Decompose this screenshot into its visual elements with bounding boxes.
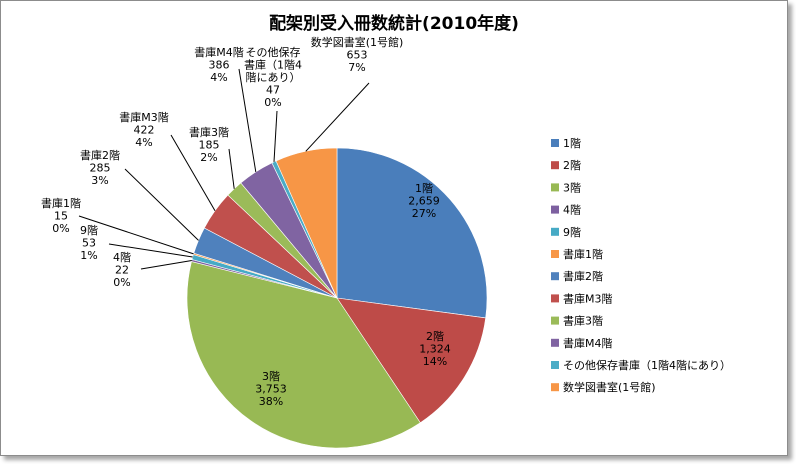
- legend-label-11: その他保存書庫（1階4階にあり）: [563, 358, 731, 372]
- legend-swatch-2: [551, 161, 559, 170]
- legend-swatch-12: [551, 383, 559, 392]
- data-label-1-line-3: 27%: [412, 207, 436, 220]
- data-labels: 1階2,65927%2階1,32414%3階3,75338%4階220%9階53…: [41, 35, 451, 408]
- legend-label-10: 書庫M4階: [563, 336, 613, 350]
- data-label-5-line-3: 1%: [80, 249, 97, 262]
- legend: 1階 2階 3階 4階 9階書庫1階書庫2階書庫M3階書庫3階書庫M4階その他保存書庫（…: [551, 136, 731, 394]
- data-label-9-line-1: 書庫3階: [189, 125, 229, 139]
- data-label-3-line-3: 38%: [259, 395, 283, 408]
- leader-line-8: [170, 134, 216, 211]
- legend-swatch-8: [551, 294, 559, 303]
- legend-label-6: 書庫1階: [563, 247, 603, 261]
- data-label-4-line-3: 0%: [113, 276, 130, 289]
- legend-swatch-1: [551, 139, 559, 147]
- legend-swatch-10: [551, 338, 559, 347]
- pie-chart: 配架別受入冊数統計(2010年度) 1階2,65927%2階1,32414%3階…: [41, 13, 731, 449]
- data-label-2-line-3: 14%: [423, 355, 447, 368]
- leader-line-4: [140, 260, 192, 270]
- leader-line-9: [228, 148, 235, 189]
- data-label-12-line-2: 653: [347, 49, 368, 62]
- data-label-10-line-2: 386: [209, 59, 230, 72]
- data-label-8-line-1: 書庫M3階: [119, 110, 169, 124]
- data-label-12-line-3: 7%: [348, 61, 365, 74]
- chart-title: 配架別受入冊数統計(2010年度): [269, 13, 519, 34]
- chart-frame: 配架別受入冊数統計(2010年度) 1階 2,659 27% 2階 1,324 14% 3階…: [0, 0, 788, 456]
- data-label-3-line-2: 3,753: [255, 383, 287, 396]
- leader-line-6: [78, 215, 194, 255]
- leader-lines: [78, 68, 370, 270]
- data-label-5-line-2: 53: [82, 237, 96, 250]
- leader-line-10: [238, 68, 257, 172]
- data-label-7-line-2: 285: [90, 162, 111, 175]
- data-label-8-line-3: 4%: [135, 136, 152, 149]
- data-label-2-line-2: 1,324: [419, 343, 451, 356]
- legend-swatch-11: [551, 361, 559, 369]
- data-label-10-line-3: 4%: [210, 71, 227, 84]
- legend-label-9: 書庫3階: [563, 314, 603, 328]
- data-label-8-line-2: 422: [134, 124, 155, 137]
- data-label-7-line-3: 3%: [91, 174, 108, 187]
- legend-label-1: 1階: [563, 136, 581, 150]
- pie-slices: [186, 147, 488, 449]
- data-label-5-line-1: 9階: [80, 223, 98, 237]
- legend-swatch-9: [551, 316, 559, 325]
- legend-label-12: 数学図書室(1号館): [563, 380, 656, 394]
- data-label-11-line-2: 書庫（1階4: [244, 58, 302, 72]
- data-label-3-line-1: 3階: [262, 369, 280, 383]
- leader-line-7: [124, 168, 199, 241]
- data-label-6-line-2: 15: [54, 210, 68, 223]
- data-label-6-line-3: 0%: [52, 222, 69, 235]
- legend-label-8: 書庫M3階: [563, 291, 613, 305]
- data-label-1-line-1: 1階: [415, 181, 433, 195]
- data-label-4-line-2: 22: [115, 264, 129, 277]
- legend-label-5: 9階: [563, 225, 581, 239]
- legend-label-7: 書庫2階: [563, 269, 603, 283]
- legend-swatch-4: [551, 205, 559, 214]
- data-label-6-line-1: 書庫1階: [41, 196, 81, 210]
- leader-line-5: [108, 243, 193, 258]
- data-label-7-line-1: 書庫2階: [80, 148, 120, 162]
- pie-slice-1: [336, 147, 488, 319]
- data-label-4-line-1: 4階: [113, 250, 131, 264]
- legend-swatch-3: [551, 183, 559, 192]
- data-label-11-line-4: 47: [266, 84, 280, 97]
- data-label-10-line-1: 書庫M4階: [194, 45, 244, 59]
- pie-slice-3: [186, 261, 421, 449]
- data-label-12-line-1: 数学図書室(1号館): [311, 35, 404, 49]
- legend-swatch-5: [551, 227, 559, 236]
- leader-line-12: [305, 82, 370, 152]
- leader-line-11: [273, 110, 278, 162]
- data-label-9-line-3: 2%: [200, 151, 217, 164]
- data-label-11-line-5: 0%: [264, 96, 281, 109]
- legend-label-4: 4階: [563, 203, 581, 217]
- data-label-9-line-2: 185: [199, 139, 220, 152]
- legend-swatch-6: [551, 250, 559, 258]
- data-label-11-line-1: その他保存: [246, 45, 301, 59]
- data-label-11-line-3: 階にあり）: [246, 70, 301, 84]
- data-label-1-line-2: 2,659: [408, 195, 440, 208]
- pie-slice-2: [336, 297, 487, 424]
- legend-label-3: 3階: [563, 180, 581, 194]
- legend-label-2: 2階: [563, 158, 581, 172]
- legend-swatch-7: [551, 272, 559, 281]
- data-label-2-line-1: 2階: [426, 329, 444, 343]
